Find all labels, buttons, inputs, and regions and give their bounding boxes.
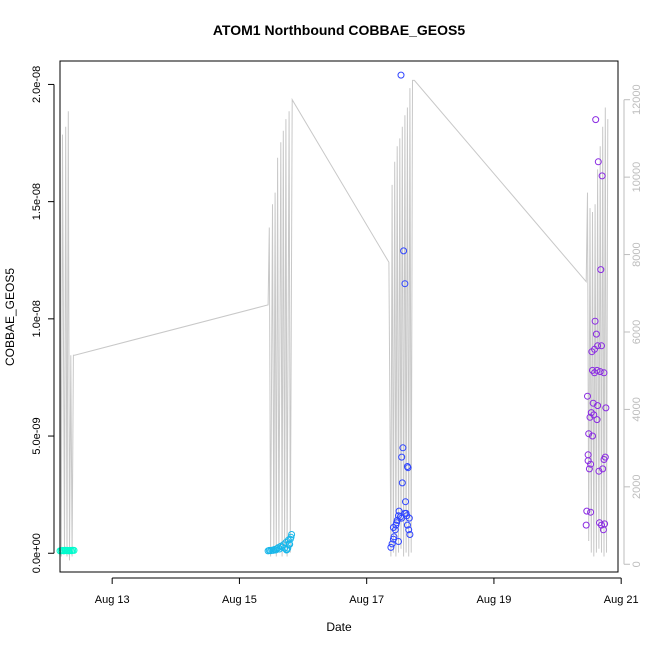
data-point: [286, 535, 294, 543]
data-point: [584, 457, 592, 465]
data-point: [601, 520, 609, 528]
y-axis-left: 0.0e+00 5.0e-09 1.0e-08 1.5e-08 2.0e-08: [31, 66, 55, 573]
data-point: [406, 531, 414, 538]
data-point: [593, 366, 601, 374]
data-point: [393, 519, 401, 527]
data-point: [583, 507, 591, 515]
data-point: [391, 526, 399, 534]
data-point: [586, 413, 594, 421]
y-tick-label: 0.0e+00: [31, 533, 43, 573]
series-1: [56, 546, 78, 555]
altitude-line: [59, 79, 609, 561]
x-tick-label: Aug 15: [222, 594, 257, 606]
data-point: [395, 538, 402, 545]
data-point: [594, 158, 602, 166]
y-tick-label: 1.5e-08: [31, 183, 43, 220]
y2-tick-label: 10000: [631, 162, 643, 193]
data-point: [591, 317, 599, 325]
data-point: [398, 453, 406, 461]
data-point: [403, 521, 411, 529]
y2-tick-label: 2000: [631, 475, 643, 499]
x-tick-label: Aug 13: [95, 594, 130, 606]
data-point: [590, 411, 598, 419]
x-tick-label: Aug 17: [349, 594, 384, 606]
data-point: [404, 464, 412, 472]
data-point: [401, 509, 409, 517]
points-layer: [56, 71, 610, 555]
data-point: [400, 247, 408, 255]
data-point: [288, 531, 296, 538]
data-point: [594, 402, 602, 410]
data-point: [70, 546, 78, 554]
data-point: [284, 544, 292, 552]
data-point: [585, 465, 593, 473]
data-point: [283, 546, 290, 554]
chart-title: ATOM1 Northbound COBBAE_GEOS5: [213, 22, 465, 38]
y-tick-label: 1.0e-08: [31, 300, 43, 337]
y2-tick-label: 4000: [631, 397, 643, 421]
data-point: [596, 368, 604, 376]
data-point: [273, 545, 281, 553]
data-point: [402, 498, 409, 506]
y2-tick-label: 8000: [631, 242, 643, 266]
altitude-layer: [59, 79, 609, 561]
series-3: [387, 71, 414, 551]
data-point: [269, 546, 277, 554]
y-tick-label: 5.0e-09: [31, 417, 43, 454]
data-point: [595, 467, 603, 475]
data-point: [389, 524, 397, 531]
y-axis-right: 0 2000 4000 6000 8000 10000 12000: [623, 84, 643, 567]
series-2: [264, 531, 296, 555]
data-point: [397, 71, 405, 79]
data-point: [405, 526, 413, 534]
x-tick-label: Aug 21: [604, 594, 639, 606]
data-point: [599, 465, 607, 473]
data-point: [398, 479, 406, 487]
data-point: [587, 508, 595, 516]
series-4: [582, 116, 610, 534]
data-point: [598, 521, 605, 529]
data-point: [598, 342, 605, 350]
data-point: [398, 514, 406, 522]
data-point: [592, 116, 600, 124]
data-point: [589, 432, 596, 440]
y2-tick-label: 12000: [631, 84, 643, 115]
y-tick-label: 2.0e-08: [31, 66, 43, 103]
y2-tick-label: 0: [631, 561, 643, 567]
data-point: [387, 543, 395, 551]
data-point: [596, 519, 603, 527]
data-point: [591, 345, 598, 353]
data-point: [584, 392, 591, 400]
y2-tick-label: 6000: [631, 320, 643, 344]
data-point: [592, 330, 600, 338]
y-axis-label: COBBAE_GEOS5: [3, 268, 17, 366]
data-point: [597, 266, 605, 274]
data-point: [593, 416, 601, 424]
data-point: [602, 404, 610, 412]
data-point: [585, 430, 593, 438]
x-axis: Aug 13 Aug 15 Aug 17 Aug 19 Aug 21: [95, 577, 639, 606]
data-point: [598, 172, 606, 180]
data-point: [405, 514, 413, 522]
data-point: [285, 540, 293, 548]
x-axis-label: Date: [326, 620, 352, 634]
x-tick-label: Aug 19: [476, 594, 511, 606]
data-point: [600, 456, 608, 463]
data-point: [388, 540, 396, 548]
data-point: [390, 533, 398, 541]
data-point: [399, 444, 407, 452]
data-point: [600, 369, 608, 377]
data-point: [401, 280, 409, 288]
data-point: [396, 513, 404, 521]
data-point: [582, 521, 590, 529]
plot-frame: [59, 60, 619, 573]
